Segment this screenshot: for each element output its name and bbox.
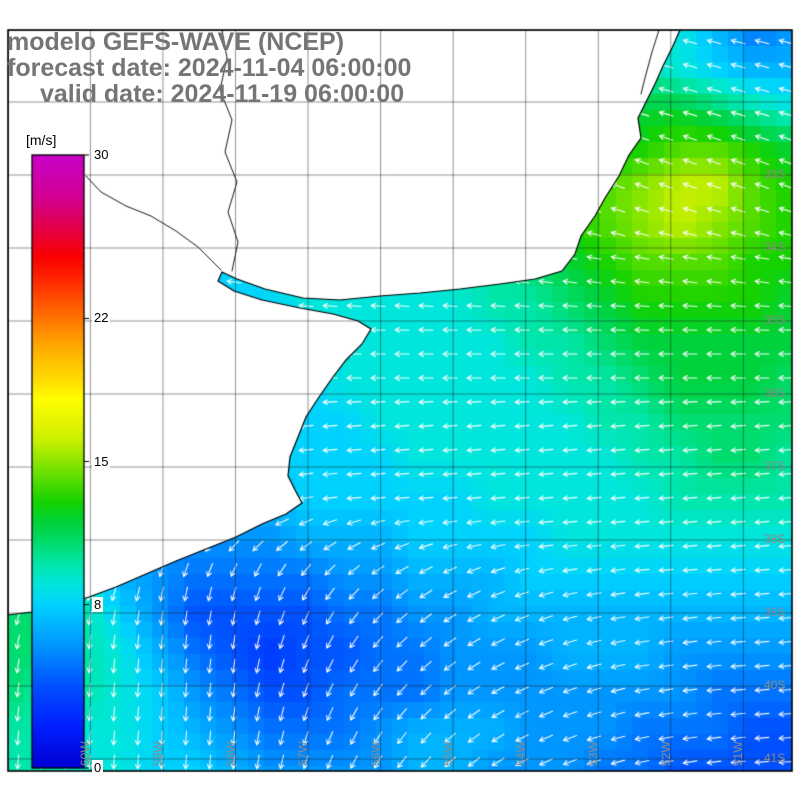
- lat-label: 39S: [764, 605, 786, 619]
- lat-label: 36S: [764, 386, 786, 400]
- colorbar-tick-label: 0: [92, 760, 104, 775]
- colorbar-tick-label: 15: [92, 453, 111, 469]
- lon-label: 60W: [78, 741, 93, 766]
- colorbar-unit-label: [m/s]: [26, 132, 57, 148]
- lat-label: 35S: [764, 313, 786, 327]
- colorbar-tick-label: 22: [92, 310, 111, 326]
- colorbar-tick-label: 8: [92, 596, 104, 612]
- lon-label: 56W: [368, 741, 383, 766]
- lat-label: 37S: [764, 459, 786, 473]
- title-forecast-date: forecast date: 2024-11-04 06:00:00: [7, 54, 412, 82]
- lon-label: 57W: [296, 741, 311, 766]
- lon-label: 52W: [658, 741, 673, 766]
- title-valid-date: valid date: 2024-11-19 06:00:00: [40, 80, 405, 108]
- lon-label: 53W: [586, 741, 601, 766]
- lat-label: 33S: [764, 167, 786, 181]
- lon-label: 55W: [441, 741, 456, 766]
- lon-label: 54W: [513, 741, 528, 766]
- lon-label: 59W: [150, 741, 165, 766]
- lat-label: 40S: [764, 678, 786, 692]
- colorbar-tick-label: 30: [92, 147, 111, 162]
- lon-label: 58W: [223, 741, 238, 766]
- lon-label: 51W: [731, 741, 746, 766]
- title-model: modelo GEFS-WAVE (NCEP): [7, 28, 345, 56]
- lat-label: 34S: [764, 240, 786, 254]
- lat-label: 38S: [764, 532, 786, 546]
- lat-label: 41S: [764, 751, 786, 765]
